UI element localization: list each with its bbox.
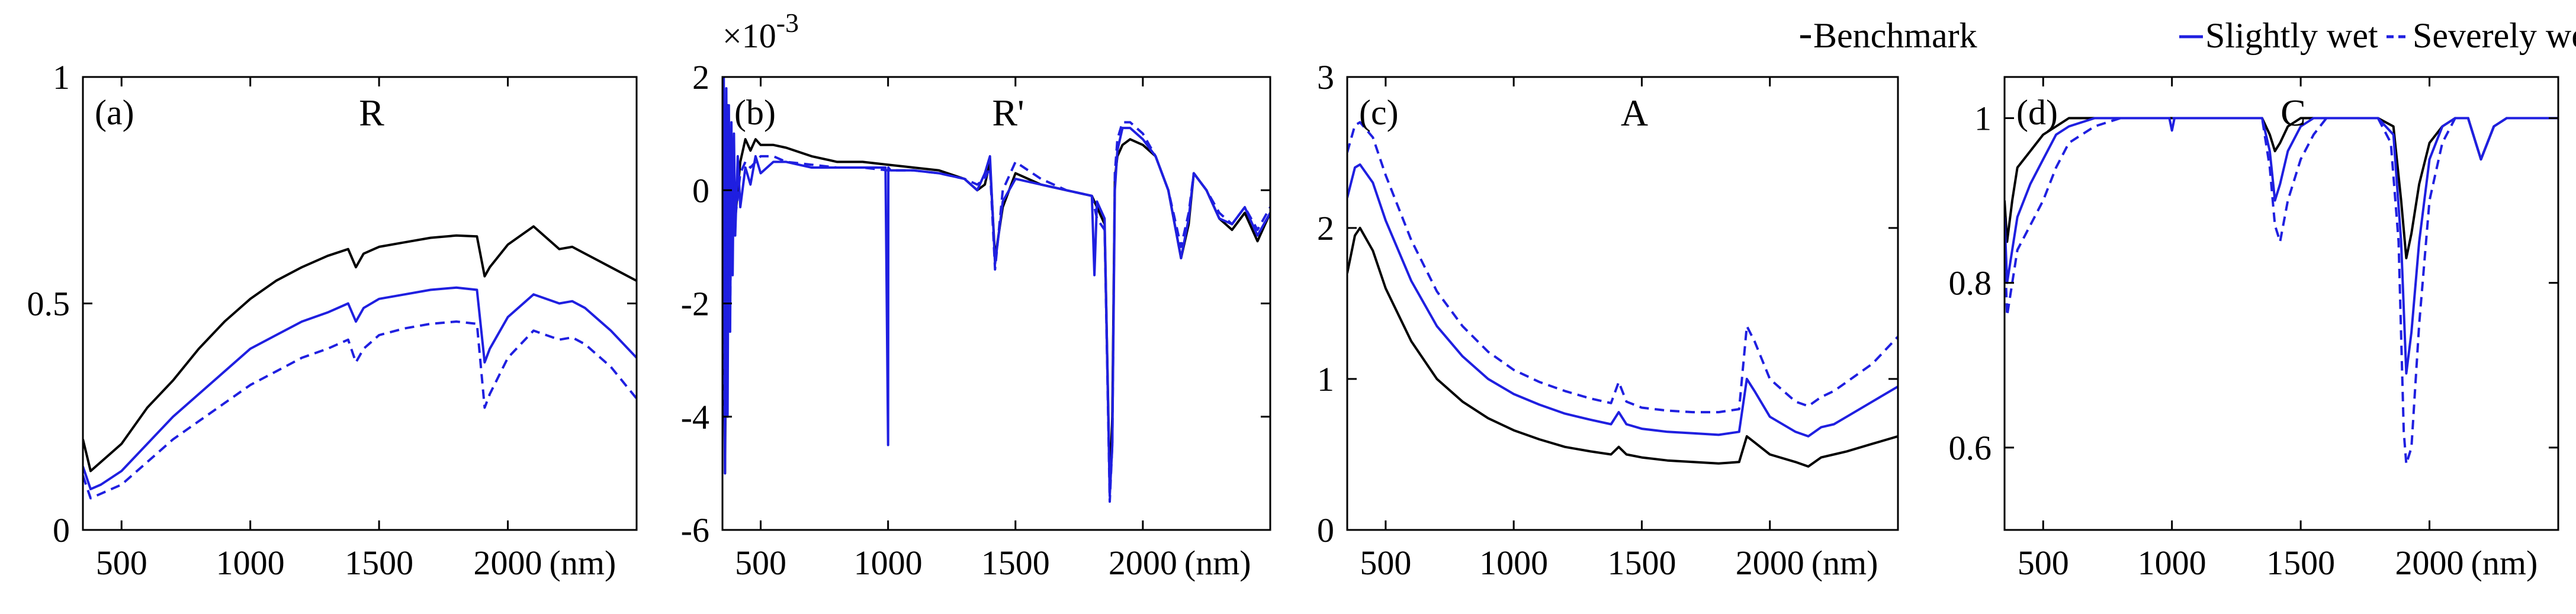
panel-title: A	[1621, 92, 1648, 134]
series-line-benchmark	[722, 104, 1270, 486]
series-group	[1347, 121, 1898, 468]
plot-frame	[1346, 76, 1899, 531]
panel-label: (b)	[734, 93, 776, 132]
x-tick-label: 500	[2018, 544, 2069, 582]
y-tick-label: 0.6	[1949, 429, 1992, 467]
series-line-benchmark	[1347, 227, 1898, 468]
y-tick-label: -4	[681, 398, 709, 436]
series-line-slightly	[2005, 117, 2558, 375]
exponent-power: -3	[776, 8, 799, 38]
panel-label: (c)	[1359, 93, 1399, 132]
x-tick-label: 1000	[216, 544, 285, 582]
x-tick-label: 2000	[2395, 544, 2464, 582]
panel-a: 500 1000 1500 2000 (nm) 0 0.5 1 (a) R	[27, 58, 638, 582]
y-tick-label: 1	[53, 58, 70, 97]
panel-label: (a)	[95, 93, 134, 132]
panel-title: R'	[992, 92, 1024, 134]
legend-label-benchmark: Benchmark	[1813, 16, 1977, 55]
panel-d: 500 1000 1500 2000 (nm) 0.6 0.8 1 (d) C	[1949, 76, 2559, 582]
y-tick-label: -6	[681, 511, 709, 549]
x-tick-label: 1000	[2138, 544, 2206, 582]
y-tick-label: 0.5	[27, 285, 70, 323]
plot-frame	[82, 76, 638, 531]
x-unit-label: (nm)	[1811, 544, 1878, 582]
series-line-slightly	[83, 286, 637, 491]
y-tick-label: 0.8	[1949, 264, 1992, 303]
panel-label: (d)	[2016, 93, 2058, 132]
series-line-severely	[2005, 117, 2558, 465]
series-line-severely	[722, 104, 1270, 503]
y-tick-label: 3	[1317, 58, 1334, 97]
x-tick-label: 2000	[1109, 544, 1177, 582]
x-tick-label: 1500	[345, 544, 413, 582]
x-unit-label: (nm)	[1184, 544, 1251, 582]
x-tick-label: 500	[96, 544, 147, 582]
series-group	[722, 77, 1270, 503]
exponent-label: ×10-3	[722, 8, 799, 55]
x-unit-label: (nm)	[550, 544, 616, 582]
y-tick-label: 2	[1317, 209, 1334, 247]
y-tick-label: 0	[692, 171, 709, 210]
x-tick-label: 2000	[474, 544, 542, 582]
legend: Benchmark Slightly wet Severely wet	[1800, 16, 2576, 55]
panel-title: R	[359, 92, 384, 134]
plot-frame	[721, 76, 1271, 531]
plot-frame	[2003, 76, 2559, 531]
series-group	[2005, 117, 2558, 465]
x-tick-label: 1000	[854, 544, 923, 582]
x-unit-label: (nm)	[2471, 544, 2538, 582]
x-tick-label: 1000	[1479, 544, 1548, 582]
x-tick-label: 500	[735, 544, 786, 582]
panel-c: 500 1000 1500 2000 (nm) 0 1 2 3 (c) A	[1317, 58, 1899, 582]
series-line-severely	[83, 320, 637, 500]
x-tick-label: 500	[1360, 544, 1411, 582]
panel-title: C	[2281, 92, 2306, 134]
series-line-severely	[1347, 121, 1898, 414]
y-tick-label: 1	[1974, 99, 1992, 138]
legend-label-slightly: Slightly wet	[2205, 16, 2378, 55]
x-tick-label: 1500	[981, 544, 1050, 582]
series-group	[83, 225, 637, 500]
x-tick-label: 1500	[1607, 544, 1676, 582]
legend-label-severely: Severely wet	[2413, 16, 2576, 55]
x-tick-label: 2000	[1736, 544, 1804, 582]
series-line-slightly	[1347, 163, 1898, 438]
x-tick-label: 1500	[2266, 544, 2335, 582]
panel-b: 500 1000 1500 2000 (nm) -6 -4 -2 0 2 ×10-3 (b) R'	[681, 8, 1271, 582]
y-tick-label: -2	[681, 285, 709, 323]
series-line-benchmark	[83, 225, 637, 472]
y-tick-label: 1	[1317, 360, 1334, 398]
y-tick-label: 2	[692, 58, 709, 97]
y-tick-label: 0	[53, 511, 70, 549]
y-tick-label: 0	[1317, 511, 1334, 549]
series-line-slightly	[722, 77, 1270, 497]
